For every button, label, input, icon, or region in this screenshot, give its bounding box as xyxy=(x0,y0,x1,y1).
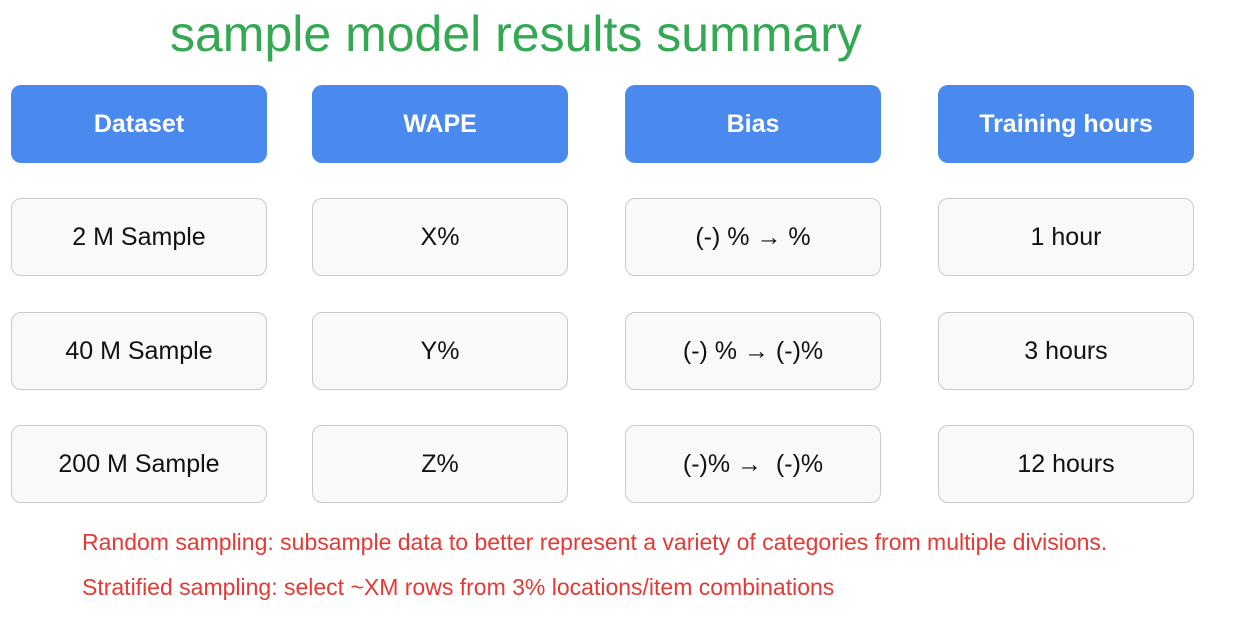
bias-cell: (-) % → % xyxy=(625,198,881,276)
training-hours-cell: 3 hours xyxy=(938,312,1194,390)
training-hours-cell: 12 hours xyxy=(938,425,1194,503)
header-bias: Bias xyxy=(625,85,881,163)
wape-cell: Z% xyxy=(312,425,568,503)
bias-cell: (-)% → (-)% xyxy=(625,425,881,503)
header-training-hours: Training hours xyxy=(938,85,1194,163)
page-title: sample model results summary xyxy=(170,6,862,62)
wape-cell: X% xyxy=(312,198,568,276)
dataset-cell: 200 M Sample xyxy=(11,425,267,503)
wape-cell: Y% xyxy=(312,312,568,390)
random-sampling-note: Random sampling: subsample data to bette… xyxy=(82,529,1108,555)
stratified-sampling-note: Stratified sampling: select ~XM rows fro… xyxy=(82,574,835,600)
dataset-cell: 40 M Sample xyxy=(11,312,267,390)
training-hours-cell: 1 hour xyxy=(938,198,1194,276)
dataset-cell: 2 M Sample xyxy=(11,198,267,276)
bias-cell: (-) % → (-)% xyxy=(625,312,881,390)
header-dataset: Dataset xyxy=(11,85,267,163)
header-wape: WAPE xyxy=(312,85,568,163)
